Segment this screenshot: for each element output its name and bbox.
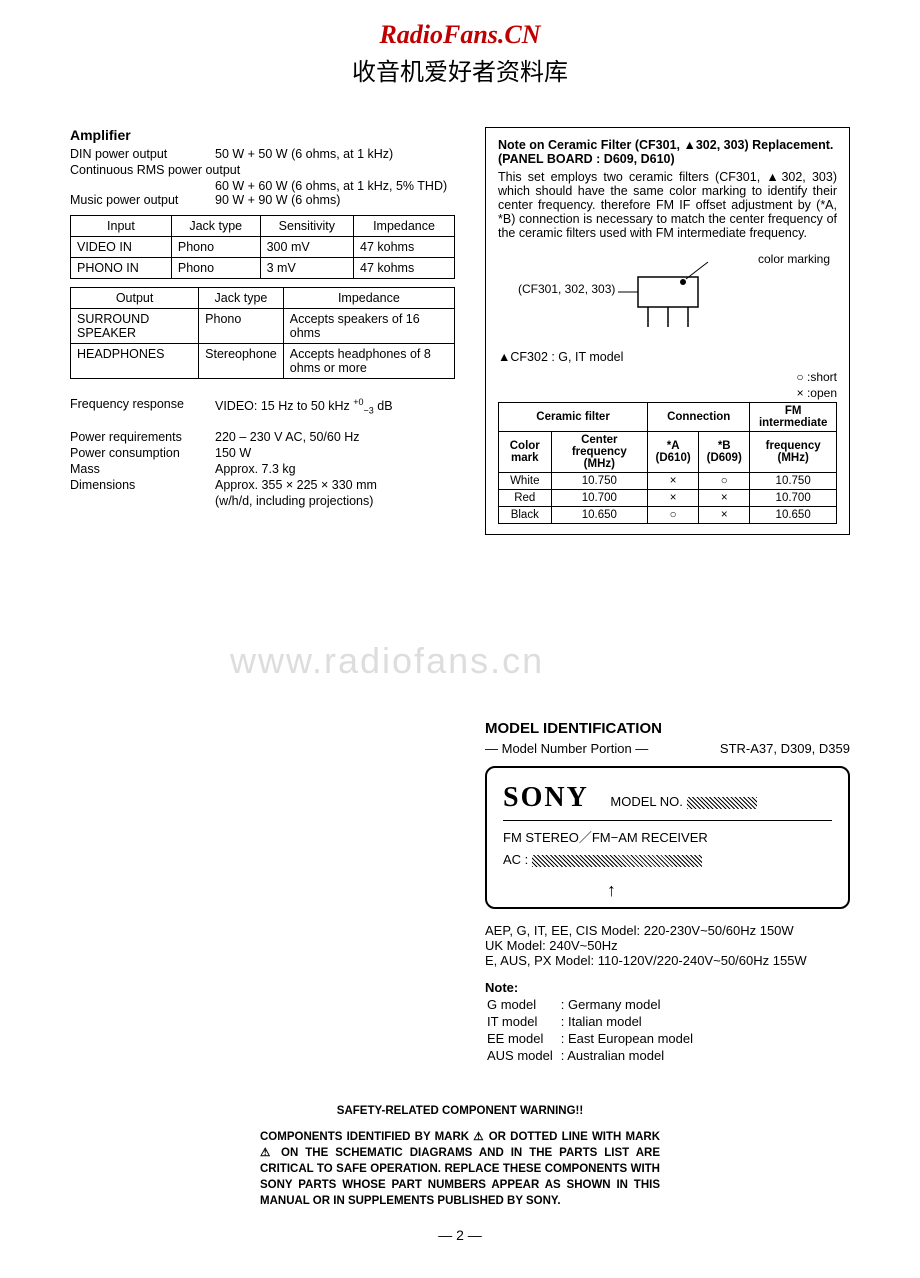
- table-header-row: Output Jack type Impedance: [71, 288, 455, 309]
- page-header: RadioFans.CN 收音机爱好者资料库: [0, 0, 920, 87]
- table-row: White 10.750 × ○ 10.750: [499, 473, 837, 490]
- hatch-icon: [687, 797, 757, 809]
- amplifier-title: Amplifier: [70, 127, 455, 143]
- note-body: This set employs two ceramic filters (CF…: [498, 170, 837, 240]
- model-id-title: MODEL IDENTIFICATION: [485, 720, 850, 737]
- main-content: Amplifier DIN power output 50 W + 50 W (…: [0, 87, 920, 1065]
- safety-warning-block: SAFETY-RELATED COMPONENT WARNING!! COMPO…: [260, 1105, 660, 1209]
- spec-mass: Mass Approx. 7.3 kg: [70, 462, 455, 476]
- table-subheader-row: Color mark Center frequency (MHz) *A (D6…: [499, 432, 837, 473]
- input-table: Input Jack type Sensitivity Impedance VI…: [70, 215, 455, 279]
- table-row: Black 10.650 ○ × 10.650: [499, 507, 837, 524]
- table-row: AUS model: Australian model: [487, 1048, 699, 1063]
- legend-short: ○ :short: [498, 370, 837, 384]
- table-row: HEADPHONES Stereophone Accepts headphone…: [71, 344, 455, 379]
- filter-table: Ceramic filter Connection FM intermediat…: [498, 402, 837, 524]
- spec-value: 50 W + 50 W (6 ohms, at 1 kHz): [215, 147, 455, 161]
- spec-power-req: Power requirements 220 – 230 V AC, 50/60…: [70, 430, 455, 444]
- model-notes: Note: G model: Germany model IT model: I…: [485, 980, 850, 1065]
- th: Impedance: [354, 216, 455, 237]
- note-subtitle: (PANEL BOARD : D609, D610): [498, 152, 837, 166]
- table-row: EE model: East European model: [487, 1031, 699, 1046]
- spec-rms-value: 60 W + 60 W (6 ohms, at 1 kHz, 5% THD): [215, 179, 455, 193]
- th: Input: [71, 216, 172, 237]
- th: Output: [71, 288, 199, 309]
- th: Jack type: [199, 288, 284, 309]
- watermark-text: www.radiofans.cn: [230, 640, 544, 682]
- hatch-icon: [532, 855, 702, 867]
- site-title: RadioFans.CN: [0, 20, 920, 50]
- cf302-note: ▲CF302 : G, IT model: [498, 350, 837, 364]
- table-row: IT model: Italian model: [487, 1014, 699, 1029]
- model-notes-table: G model: Germany model IT model: Italian…: [485, 995, 701, 1065]
- spec-value: 90 W + 90 W (6 ohms): [215, 193, 455, 207]
- th: Jack type: [171, 216, 260, 237]
- note-title: Note on Ceramic Filter (CF301, ▲302, 303…: [498, 138, 837, 152]
- th: Impedance: [283, 288, 454, 309]
- table-row: PHONO IN Phono 3 mV 47 kohms: [71, 258, 455, 279]
- spec-dimensions: Dimensions Approx. 355 × 225 × 330 mm: [70, 478, 455, 492]
- legend-open: × :open: [498, 386, 837, 400]
- receiver-text: FM STEREO／FM−AM RECEIVER: [503, 827, 832, 846]
- safety-body: COMPONENTS IDENTIFIED BY MARK ⚠ OR DOTTE…: [260, 1129, 660, 1209]
- th: Sensitivity: [260, 216, 353, 237]
- sony-logo: SONY: [503, 782, 589, 814]
- spec-label: Continuous RMS power output: [70, 163, 455, 177]
- model-no-label: MODEL NO.: [610, 794, 756, 809]
- table-row: Red 10.700 × × 10.700: [499, 490, 837, 507]
- spec-rms-label: Continuous RMS power output: [70, 163, 455, 177]
- spec-value: VIDEO: 15 Hz to 50 kHz +0−3 dB: [215, 397, 455, 416]
- safety-title: SAFETY-RELATED COMPONENT WARNING!!: [260, 1105, 660, 1117]
- freq-response: Frequency response VIDEO: 15 Hz to 50 kH…: [70, 397, 455, 416]
- spec-label: Music power output: [70, 193, 215, 207]
- spec-label: DIN power output: [70, 147, 215, 161]
- table-row: G model: Germany model: [487, 997, 699, 1012]
- model-voltage-list: AEP, G, IT, EE, CIS Model: 220-230V~50/6…: [485, 923, 850, 968]
- color-marking-label: color marking: [758, 252, 830, 266]
- specs-block-2: Power requirements 220 – 230 V AC, 50/60…: [70, 430, 455, 508]
- sony-label-box: SONY MODEL NO. FM STEREO／FM−AM RECEIVER …: [485, 766, 850, 909]
- spec-din: DIN power output 50 W + 50 W (6 ohms, at…: [70, 147, 455, 161]
- page-number: — 2 —: [0, 1227, 920, 1243]
- arrow-up-icon: ↑: [607, 880, 616, 901]
- right-column: Note on Ceramic Filter (CF301, ▲302, 303…: [485, 127, 850, 1065]
- model-number-line: — Model Number Portion — STR-A37, D309, …: [485, 741, 850, 756]
- spec-dim-note: (w/h/d, including projections): [215, 494, 455, 508]
- table-header-row: Ceramic filter Connection FM intermediat…: [499, 403, 837, 432]
- sony-brand-row: SONY MODEL NO.: [503, 782, 832, 814]
- ceramic-filter-note-box: Note on Ceramic Filter (CF301, ▲302, 303…: [485, 127, 850, 535]
- divider: [503, 820, 832, 821]
- spec-label: Frequency response: [70, 397, 215, 416]
- table-row: VIDEO IN Phono 300 mV 47 kohms: [71, 237, 455, 258]
- ac-line: AC :: [503, 852, 832, 867]
- ceramic-filter-icon: [608, 252, 728, 332]
- ceramic-filter-diagram: color marking (CF301, 302, 303): [498, 252, 837, 342]
- output-table: Output Jack type Impedance SURROUND SPEA…: [70, 287, 455, 379]
- spec-power-cons: Power consumption 150 W: [70, 446, 455, 460]
- spec-music: Music power output 90 W + 90 W (6 ohms): [70, 193, 455, 207]
- cf-label: (CF301, 302, 303): [518, 282, 615, 296]
- model-identification-section: MODEL IDENTIFICATION — Model Number Port…: [485, 720, 850, 1065]
- table-row: SURROUND SPEAKER Phono Accepts speakers …: [71, 309, 455, 344]
- site-subtitle: 收音机爱好者资料库: [0, 52, 920, 87]
- left-column: Amplifier DIN power output 50 W + 50 W (…: [70, 127, 455, 1065]
- table-header-row: Input Jack type Sensitivity Impedance: [71, 216, 455, 237]
